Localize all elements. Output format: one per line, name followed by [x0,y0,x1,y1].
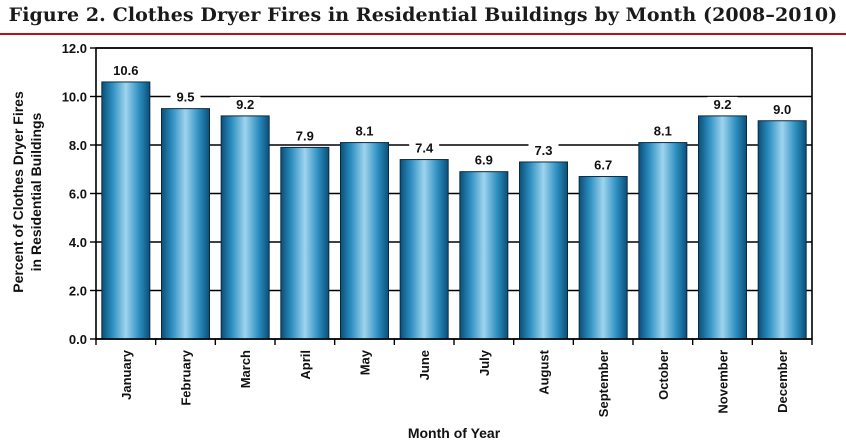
data-label: 9.2 [713,97,731,112]
y-tick-label: 10.0 [62,90,87,105]
x-tick-label: January [119,349,134,400]
y-axis-label-line2: in Residential Buildings [28,112,44,271]
data-label: 6.7 [594,158,612,173]
data-label-backing [170,89,201,105]
data-label: 8.1 [355,124,373,139]
x-tick-label: May [358,349,373,375]
x-tick-label: April [298,350,313,380]
data-label-backing [707,96,738,112]
x-tick-label: November [716,350,731,414]
bar-november [698,115,747,340]
bar-may [340,142,389,340]
data-label-backing [528,142,559,158]
data-label-backing [409,140,440,156]
bar-january [101,81,151,340]
bar-august [519,161,568,340]
x-tick-label: March [238,350,253,388]
x-tick-label: September [596,350,611,417]
bar-june [399,159,449,340]
data-label-backing [647,123,678,139]
x-axis-label: Month of Year [408,425,501,441]
y-tick-label: 2.0 [69,284,87,299]
data-label-backing [767,101,798,117]
title-rule [0,33,846,35]
data-label-backing [588,157,619,173]
bar-february [161,108,210,340]
plot-frame [90,47,813,345]
data-label-backing [289,128,320,144]
bar-december [757,120,807,340]
data-label: 7.9 [296,128,314,143]
labels: 0.0 2.0 4.0 6.0 8.0 10.0 12.0 10.6 January 9.5 Feb… [62,41,798,417]
data-label: 10.6 [113,63,138,78]
data-label-backing [106,62,145,78]
y-tick-label: 8.0 [69,138,87,153]
data-label: 7.3 [534,143,552,158]
bar-march [220,115,270,340]
data-label-backing [349,123,380,139]
data-label: 6.9 [475,153,493,168]
data-label-backing [230,96,261,112]
bars [101,81,807,340]
data-label: 9.5 [176,90,194,105]
x-tick-label: August [537,349,552,394]
x-tick-label: October [656,350,671,400]
bar-september [578,176,628,340]
data-label: 9.2 [236,97,254,112]
y-tick-label: 0.0 [69,332,87,347]
y-tick-label: 6.0 [69,187,87,202]
data-label: 7.4 [415,141,434,156]
data-label: 8.1 [654,124,672,139]
bar-july [459,171,509,340]
y-tick-label: 12.0 [62,41,87,56]
data-label: 9.0 [773,102,791,117]
x-tick-label: February [179,349,194,405]
data-label-backing [468,152,499,168]
y-tick-label: 4.0 [69,235,87,250]
chart-title: Figure 2. Clothes Dryer Fires in Residen… [8,4,838,26]
x-tick-label: June [417,350,432,380]
bar-april [280,146,330,340]
bar-october [638,142,688,340]
x-tick-label: July [477,349,492,376]
plot-border [95,47,813,340]
x-tick-label: December [775,350,790,413]
y-axis-label-line1: Percent of Clothes Dryer Fires [10,91,26,293]
